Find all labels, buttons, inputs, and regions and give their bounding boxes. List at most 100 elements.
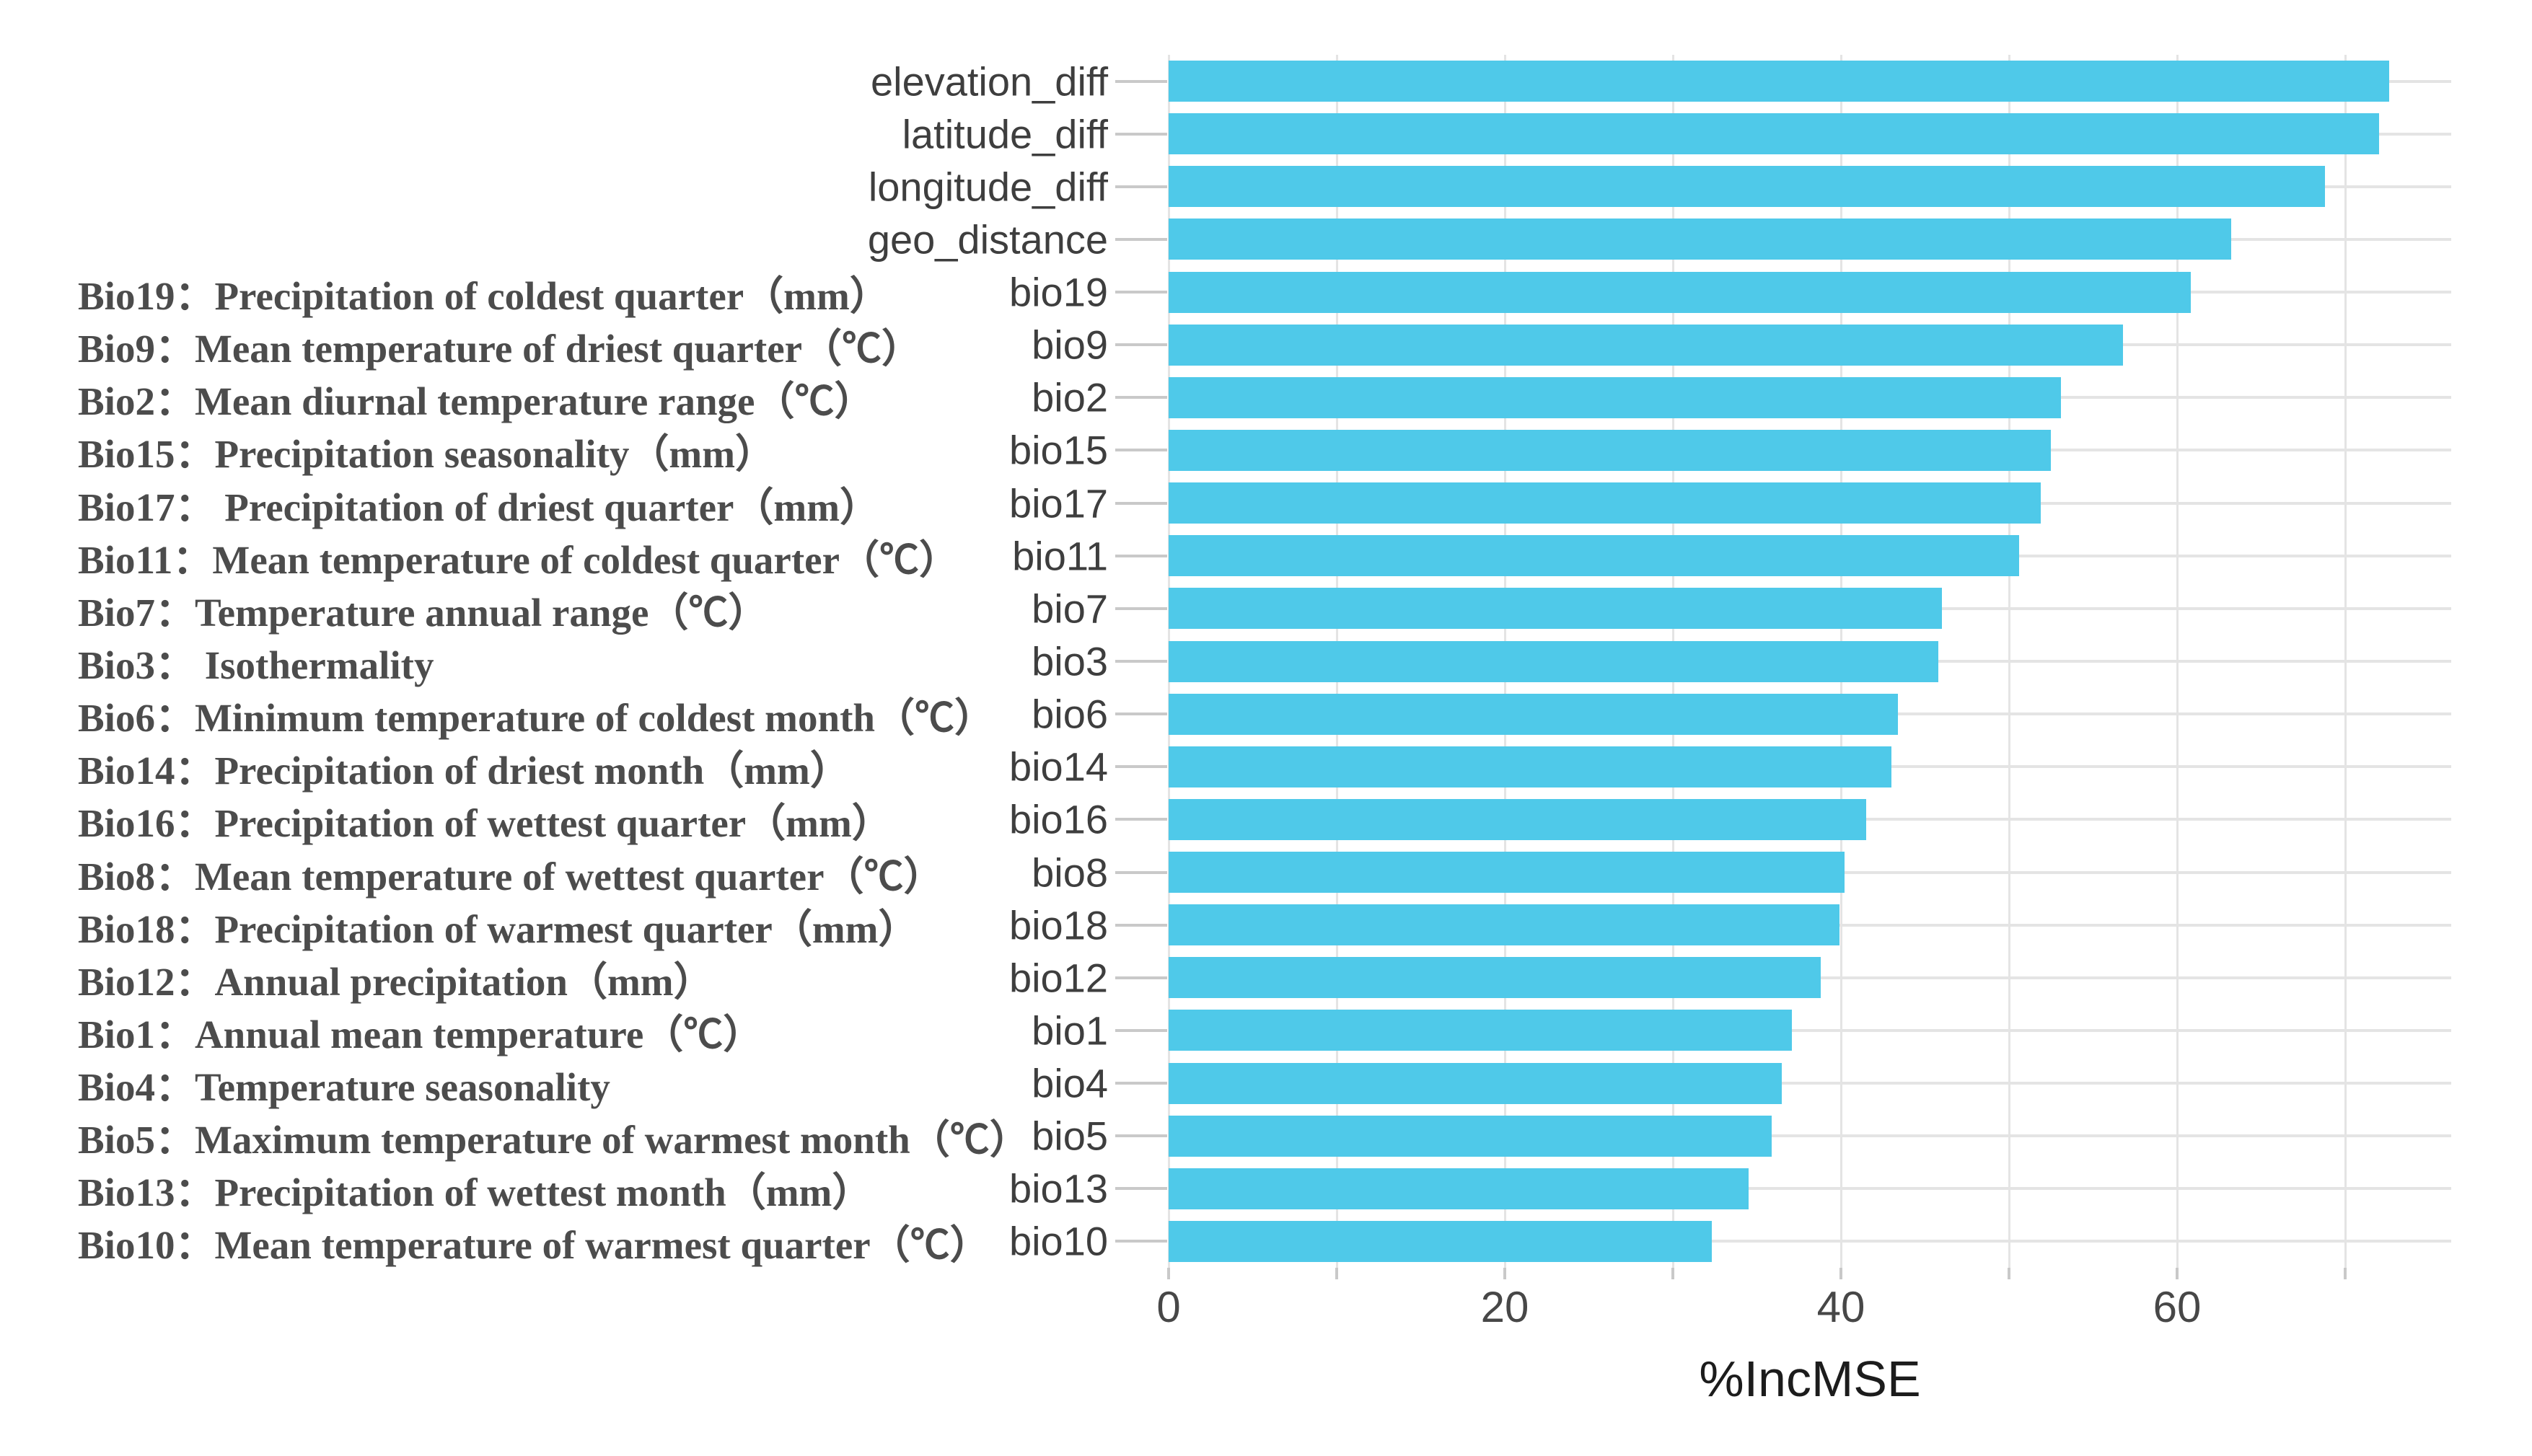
bar (1169, 746, 1891, 787)
variable-description: Bio4：Temperature seasonality (78, 1065, 610, 1110)
y-tick-label: bio12 (1008, 955, 1108, 1001)
y-axis-tick (1115, 449, 1167, 452)
x-tick-label: 60 (2153, 1283, 2202, 1331)
y-tick-label: bio3 (1032, 638, 1108, 684)
bar (1169, 429, 2052, 471)
bar (1169, 957, 1821, 999)
variable-description: Bio19：Precipitation of coldest quarter（m… (78, 274, 889, 319)
x-axis-title: %IncMSE (1699, 1351, 1921, 1407)
y-tick-label: bio9 (1032, 322, 1108, 368)
y-axis-tick (1115, 818, 1167, 821)
bar (1169, 852, 1845, 894)
bar (1169, 1010, 1793, 1051)
y-tick-label: bio1 (1032, 1007, 1108, 1054)
y-tick-label: bio19 (1008, 269, 1108, 315)
bar (1169, 535, 2019, 577)
variable-description: Bio2：Mean diurnal temperature range（℃） (78, 379, 874, 424)
bar (1169, 798, 1866, 840)
y-axis-tick (1115, 712, 1167, 716)
bar (1169, 324, 2124, 366)
y-axis-tick (1115, 606, 1167, 610)
x-axis-tick (1503, 1268, 1506, 1279)
variable-description: Bio7：Temperature annual range（℃） (78, 590, 768, 635)
horizontal-gridline (1169, 1082, 2451, 1085)
y-tick-label: bio17 (1008, 480, 1108, 526)
x-tick-label: 40 (1816, 1283, 1865, 1331)
variable-description: Bio6：Minimum temperature of coldest mont… (78, 696, 994, 741)
y-tick-label: longitude_diff (868, 164, 1108, 210)
bar (1169, 1062, 1782, 1104)
bar (1169, 640, 1939, 682)
x-axis-tick (2344, 1268, 2347, 1279)
variable-description: Bio18：Precipitation of warmest quarter（m… (78, 906, 918, 951)
x-axis-tick (2176, 1268, 2179, 1279)
x-axis-tick (1839, 1268, 1842, 1279)
y-axis-tick (1115, 291, 1167, 294)
bar (1169, 61, 2389, 102)
y-axis-tick (1115, 1028, 1167, 1032)
variable-description: Bio17： Precipitation of driest quarter（m… (78, 485, 880, 529)
y-axis-tick (1115, 237, 1167, 241)
y-tick-label: latitude_diff (902, 111, 1108, 157)
y-tick-label: bio6 (1032, 691, 1108, 737)
bar (1169, 1220, 1712, 1262)
y-axis-tick (1115, 501, 1167, 505)
variable-description: Bio14：Precipitation of driest month（mm） (78, 749, 850, 793)
y-tick-label: bio7 (1032, 586, 1108, 632)
variable-description: Bio1：Annual mean temperature（℃） (78, 1012, 763, 1056)
bar (1169, 376, 2062, 418)
y-tick-label: bio15 (1008, 427, 1108, 473)
y-tick-label: bio2 (1032, 374, 1108, 420)
y-tick-label: bio4 (1032, 1060, 1108, 1106)
y-tick-label: geo_distance (867, 216, 1108, 262)
horizontal-gridline (1169, 1187, 2451, 1191)
x-tick-label: 20 (1480, 1283, 1529, 1331)
y-axis-tick (1115, 765, 1167, 769)
y-tick-label: bio13 (1008, 1165, 1108, 1212)
variable-description: Bio12：Annual precipitation（mm） (78, 959, 713, 1004)
variable-description: Bio5：Maximum temperature of warmest mont… (78, 1118, 1029, 1162)
y-axis-tick (1115, 660, 1167, 663)
y-axis-tick (1115, 976, 1167, 979)
y-axis-tick (1115, 185, 1167, 188)
y-tick-label: bio10 (1008, 1218, 1108, 1264)
variable-description: Bio11：Mean temperature of coldest quarte… (78, 537, 959, 582)
y-axis-tick (1115, 396, 1167, 400)
x-axis-tick (1167, 1268, 1170, 1279)
y-tick-label: bio14 (1008, 744, 1108, 790)
y-axis-tick (1115, 132, 1167, 136)
y-tick-label: bio16 (1008, 796, 1108, 842)
y-axis-tick (1115, 870, 1167, 874)
bar (1169, 113, 2379, 155)
bar (1169, 271, 2191, 313)
y-axis-tick (1115, 1240, 1167, 1243)
bar (1169, 693, 1899, 735)
bar (1169, 588, 1942, 630)
y-tick-label: elevation_diff (871, 58, 1108, 105)
variable-description: Bio13：Precipitation of wettest month（mm） (78, 1170, 872, 1215)
x-axis-tick (1671, 1268, 1674, 1279)
bar (1169, 1168, 1749, 1209)
variable-description: Bio10：Mean temperature of warmest quarte… (78, 1223, 990, 1268)
y-tick-label: bio18 (1008, 902, 1108, 948)
y-axis-tick (1115, 343, 1167, 347)
y-axis-tick (1115, 1187, 1167, 1191)
x-axis-tick (2008, 1268, 2010, 1279)
bar (1169, 219, 2231, 260)
bar (1169, 904, 1839, 946)
bar (1169, 482, 2041, 524)
variable-description: Bio15：Precipitation seasonality（mm） (78, 432, 775, 477)
y-tick-label: bio5 (1032, 1113, 1108, 1159)
variable-description: Bio9：Mean temperature of driest quarter（… (78, 327, 922, 371)
x-axis-tick (1335, 1268, 1338, 1279)
y-axis-tick (1115, 1082, 1167, 1085)
y-axis-tick (1115, 554, 1167, 557)
horizontal-gridline (1169, 1240, 2451, 1243)
y-tick-label: bio11 (1012, 533, 1108, 579)
bar (1169, 1115, 1772, 1157)
y-tick-label: bio8 (1032, 850, 1108, 896)
bar (1169, 166, 2326, 208)
variable-description: Bio3： Isothermality (78, 643, 434, 687)
y-axis-tick (1115, 923, 1167, 927)
